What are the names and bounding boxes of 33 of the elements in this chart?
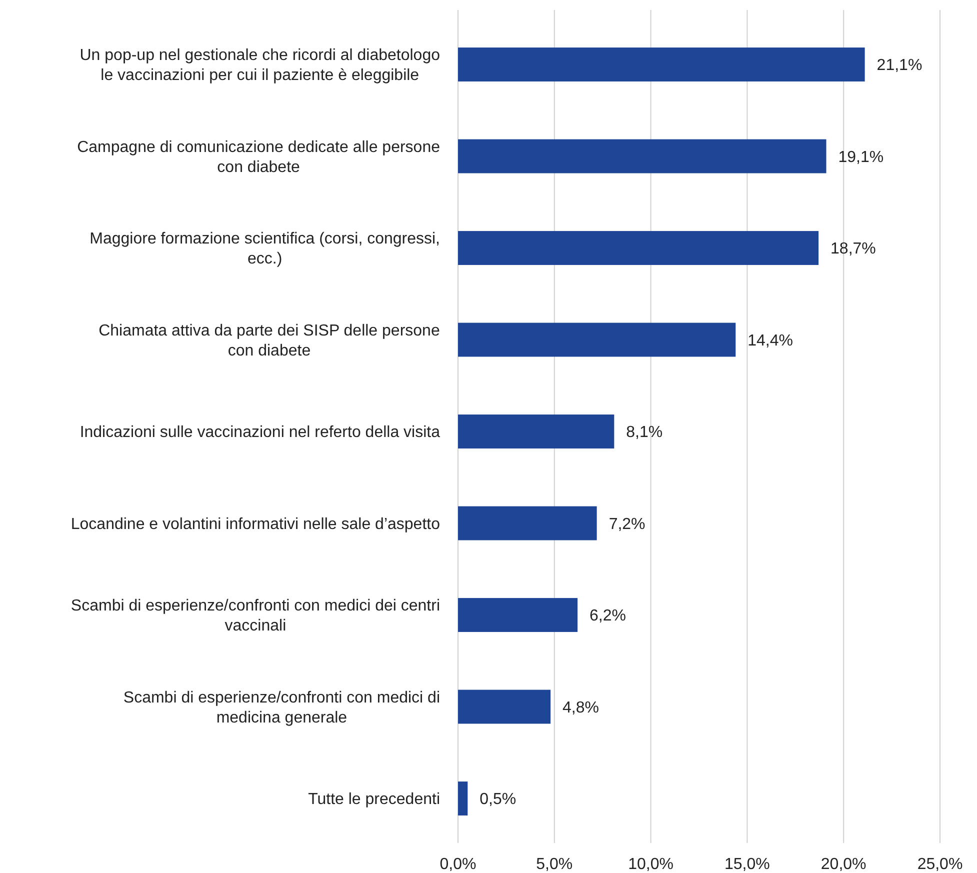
bar bbox=[458, 506, 597, 540]
y-tick-label: Chiamata attiva da parte dei SISP delle persone con diabete bbox=[98, 322, 440, 360]
bar bbox=[458, 322, 736, 357]
data-label: 4,8% bbox=[562, 699, 600, 716]
y-tick-label: Un pop-up nel gestionale che ricordi al diabetologo le vaccinazioni per cui il paziente è eleggibile bbox=[80, 47, 440, 84]
y-tick-label: Campagne di comunicazione dedicate alle persone con diabete bbox=[77, 138, 440, 176]
bar bbox=[458, 690, 551, 724]
bar bbox=[458, 231, 819, 265]
data-label: 19,1% bbox=[838, 148, 884, 166]
bar bbox=[458, 782, 468, 816]
bar bbox=[458, 598, 578, 632]
bar bbox=[458, 139, 826, 174]
data-label: 0,5% bbox=[480, 791, 516, 808]
x-tick-label: 15,0% bbox=[724, 856, 770, 873]
data-label: 21,1% bbox=[876, 57, 922, 74]
data-label: 14,4% bbox=[748, 332, 794, 350]
y-tick-label: Maggiore formazione scientifica (corsi, congressi, ecc.) bbox=[90, 230, 440, 268]
x-tick-label: 25,0% bbox=[917, 856, 963, 873]
data-label: 18,7% bbox=[830, 240, 876, 258]
y-tick-label: Tutte le precedenti bbox=[308, 791, 440, 808]
x-tick-label: 5,0% bbox=[536, 856, 573, 873]
x-tick-label: 10,0% bbox=[628, 856, 674, 873]
data-label: 8,1% bbox=[626, 424, 663, 442]
x-tick-label: 20,0% bbox=[820, 856, 866, 873]
bar bbox=[458, 48, 865, 82]
bar bbox=[458, 414, 614, 448]
y-tick-label: Scambi di esperienze/confronti con medici di medicina generale bbox=[123, 689, 440, 726]
y-tick-label: Locandine e volantini informativi nelle sale d’aspetto bbox=[70, 516, 440, 533]
data-label: 7,2% bbox=[608, 516, 646, 533]
data-label: 6,2% bbox=[590, 608, 626, 625]
y-tick-label: Scambi di esperienze/confronti con medici dei centri vaccinali bbox=[70, 598, 440, 635]
x-tick-label: 0,0% bbox=[440, 856, 476, 873]
y-tick-label: Indicazioni sulle vaccinazioni nel referto della visita bbox=[80, 424, 440, 442]
